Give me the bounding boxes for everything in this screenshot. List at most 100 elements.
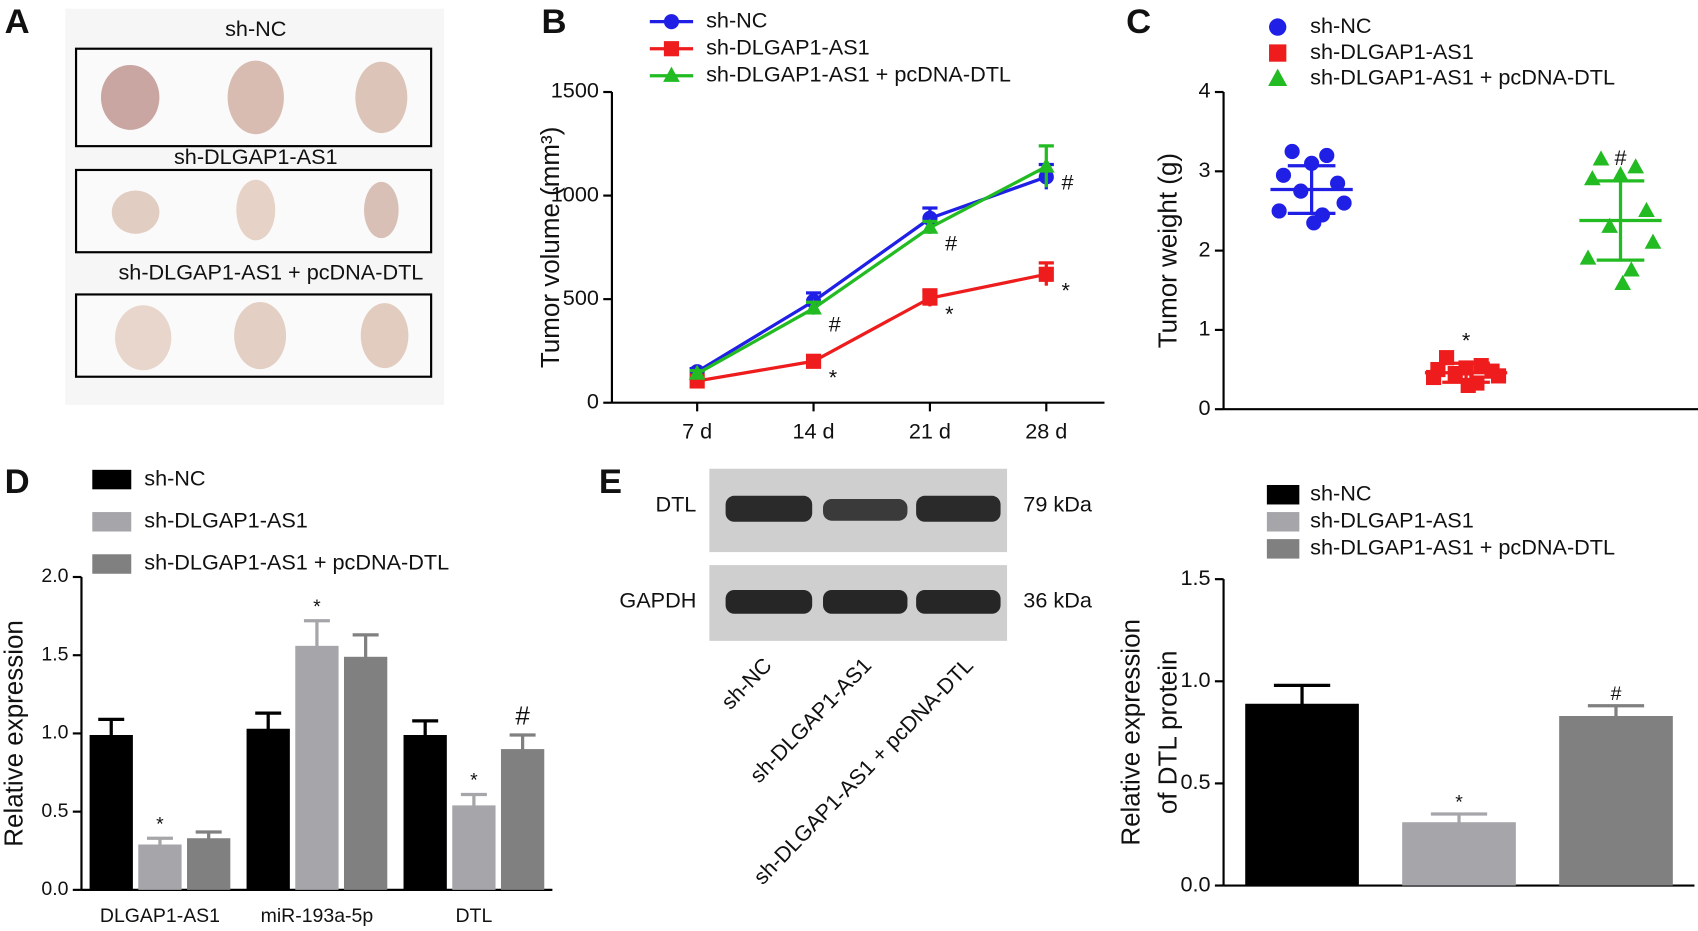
y-tick-label: 0.0 (1180, 871, 1210, 896)
marker (1627, 158, 1644, 174)
marker (663, 66, 680, 82)
legend-label: sh-NC (706, 7, 767, 32)
blot-band (725, 589, 813, 614)
y-axis-label: of DTL protein (1152, 651, 1182, 815)
tumor (355, 61, 408, 134)
y-tick-label: 4 (1199, 78, 1211, 103)
marker (1579, 249, 1597, 265)
band-label: GAPDH (619, 588, 696, 613)
blot-band (823, 589, 908, 614)
group-label: sh-DLGAP1-AS1 + pcDNA-DTL (118, 260, 423, 285)
legend-label: sh-DLGAP1-AS1 + pcDNA-DTL (1310, 65, 1615, 90)
y-tick-label: 0.0 (41, 878, 68, 900)
blot-band (916, 589, 1001, 614)
annotation: # (1061, 170, 1073, 195)
marker (1275, 167, 1292, 183)
panel-label: B (542, 3, 567, 41)
tumor (360, 303, 409, 369)
bar (500, 749, 545, 890)
y-tick-label: 2.0 (41, 565, 68, 587)
panel-label: C (1126, 3, 1151, 41)
series-line (696, 175, 1047, 374)
x-tick-label: 14 d (792, 419, 834, 444)
annotation: * (1455, 791, 1463, 813)
marker (1037, 157, 1055, 173)
tumor (234, 302, 287, 370)
marker (805, 299, 822, 315)
legend-label: sh-DLGAP1-AS1 + pcDNA-DTL (1310, 535, 1615, 560)
y-tick-label: 1.5 (1180, 565, 1210, 590)
marker (922, 290, 938, 306)
legend-label: sh-NC (1310, 13, 1371, 38)
legend-swatch (92, 469, 132, 490)
lane-label: sh-NC (716, 653, 777, 714)
bar (452, 805, 496, 890)
y-tick-label: 1500 (551, 78, 599, 103)
panel-label: E (599, 463, 622, 501)
tumor (236, 179, 276, 241)
group-label: sh-DLGAP1-AS1 (174, 144, 338, 169)
group-label: sh-NC (225, 16, 286, 41)
tumor (364, 181, 399, 239)
y-tick-label: 0 (1199, 395, 1211, 420)
annotation: # (1611, 683, 1622, 705)
x-tick-label: miR-193a-5p (261, 905, 374, 927)
panel-label: D (5, 463, 30, 501)
marker (663, 14, 680, 30)
y-tick-label: 500 (563, 285, 599, 310)
marker (1644, 233, 1662, 249)
marker (1284, 143, 1300, 160)
marker (805, 353, 822, 369)
y-tick-label: 0 (587, 388, 599, 413)
tumor (115, 305, 172, 371)
legend-swatch (92, 512, 132, 532)
legend-label: sh-DLGAP1-AS1 (144, 508, 308, 533)
annotation: * (470, 770, 478, 792)
chart: B 0 500 1000 1500 Tumor volume (mm³) sh-NC sh-D… (535, 3, 1105, 444)
y-axis-label: Tumor volume (mm³) (535, 127, 565, 368)
y-tick-label: 1000 (551, 181, 599, 206)
legend-label: sh-NC (1310, 480, 1371, 505)
tumor (111, 190, 160, 234)
annotation: * (1061, 277, 1070, 302)
annotation: # (515, 701, 530, 731)
annotation: * (945, 301, 954, 326)
bar (187, 838, 231, 890)
y-tick-label: 1.5 (41, 643, 68, 665)
marker (1038, 266, 1054, 282)
annotation: * (156, 813, 164, 835)
y-tick-label: 1.0 (1180, 667, 1210, 692)
legend-label: sh-DLGAP1-AS1 (1310, 39, 1474, 64)
bar (246, 728, 290, 890)
marker (1269, 18, 1287, 36)
legend-swatch (1266, 512, 1300, 532)
y-tick-label: 1 (1199, 316, 1211, 341)
marker (1460, 377, 1476, 393)
bar (295, 645, 339, 890)
marker (1584, 170, 1601, 186)
x-tick-label: 28 d (1025, 419, 1067, 444)
tumor (227, 60, 284, 135)
marker (1330, 175, 1346, 191)
blot-band (725, 495, 813, 522)
series-line (696, 272, 1047, 383)
bar (1245, 703, 1359, 886)
y-tick-label: 1.0 (41, 722, 68, 744)
marker (1319, 147, 1335, 164)
y-axis-label: Relative expression (1115, 619, 1145, 846)
marker (1271, 203, 1287, 219)
blot-band (916, 495, 1001, 522)
marker (1269, 44, 1287, 62)
x-tick-label: DLGAP1-AS1 (100, 905, 220, 927)
tumor (100, 64, 160, 130)
band-label: DTL (655, 491, 696, 516)
band-size: 36 kDa (1023, 588, 1093, 613)
bar (403, 734, 447, 890)
legend-label: sh-DLGAP1-AS1 + pcDNA-DTL (706, 61, 1011, 86)
bar (138, 844, 182, 890)
bar (1559, 716, 1673, 886)
y-axis-label: Relative expression (0, 620, 28, 847)
series-line (696, 165, 1048, 376)
annotation: * (1462, 327, 1471, 352)
